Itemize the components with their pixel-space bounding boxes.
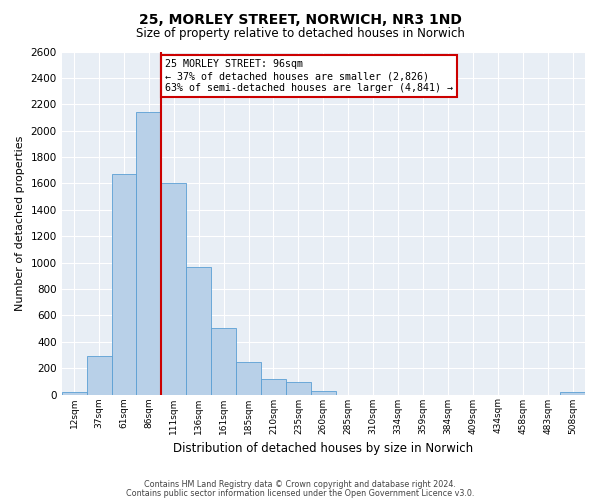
Text: Contains HM Land Registry data © Crown copyright and database right 2024.: Contains HM Land Registry data © Crown c… <box>144 480 456 489</box>
Bar <box>211 328 236 394</box>
Text: 25 MORLEY STREET: 96sqm
← 37% of detached houses are smaller (2,826)
63% of semi: 25 MORLEY STREET: 96sqm ← 37% of detache… <box>165 60 453 92</box>
Bar <box>136 112 161 395</box>
Text: Contains public sector information licensed under the Open Government Licence v3: Contains public sector information licen… <box>126 488 474 498</box>
Bar <box>62 392 86 394</box>
Bar <box>161 184 186 394</box>
Text: Size of property relative to detached houses in Norwich: Size of property relative to detached ho… <box>136 28 464 40</box>
Bar <box>311 390 336 394</box>
Bar <box>86 356 112 395</box>
Text: 25, MORLEY STREET, NORWICH, NR3 1ND: 25, MORLEY STREET, NORWICH, NR3 1ND <box>139 12 461 26</box>
Bar <box>560 392 585 394</box>
Bar <box>286 382 311 394</box>
Bar <box>186 267 211 394</box>
Bar <box>261 378 286 394</box>
X-axis label: Distribution of detached houses by size in Norwich: Distribution of detached houses by size … <box>173 442 473 455</box>
Y-axis label: Number of detached properties: Number of detached properties <box>15 136 25 310</box>
Bar <box>236 362 261 394</box>
Bar <box>112 174 136 394</box>
